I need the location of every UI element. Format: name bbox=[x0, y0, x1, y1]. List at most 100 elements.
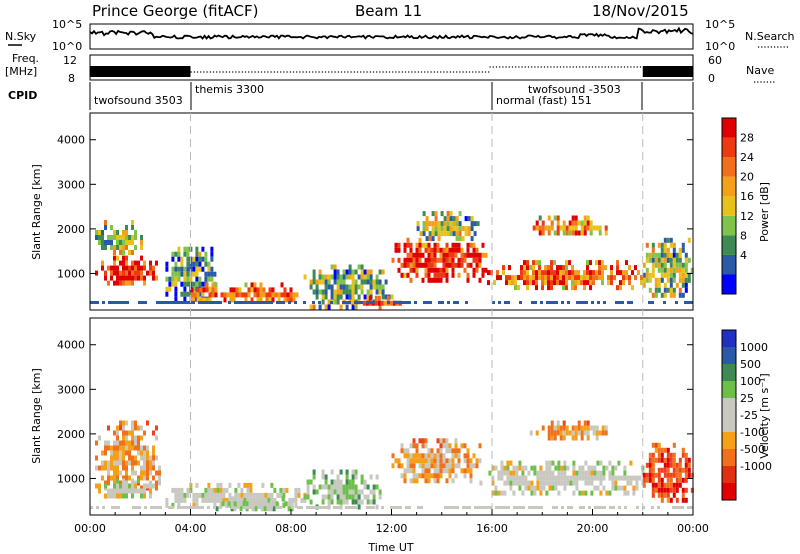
data-cell-power-ground bbox=[348, 301, 351, 304]
data-cell-power-2 bbox=[195, 246, 199, 252]
data-cell-power-7 bbox=[455, 221, 459, 227]
data-cell-power-8 bbox=[595, 275, 598, 281]
data-cell-power-8 bbox=[562, 275, 565, 281]
data-cell-power-2 bbox=[195, 281, 199, 287]
data-cell-power-2 bbox=[204, 251, 208, 257]
data-cell-power-4 bbox=[354, 304, 358, 310]
data-cell-power-7 bbox=[440, 226, 444, 232]
data-cell-power-4 bbox=[354, 289, 358, 295]
data-cell-velocity-4 bbox=[318, 484, 322, 490]
data-cell-velocity-0 bbox=[107, 475, 110, 481]
data-cell-power-10 bbox=[681, 292, 685, 298]
data-cell-power-3 bbox=[214, 292, 218, 298]
data-cell-velocity-8 bbox=[660, 452, 664, 458]
data-cell-power-ground bbox=[201, 301, 204, 304]
data-cell-power-6 bbox=[475, 262, 479, 268]
data-cell-velocity-4 bbox=[336, 489, 340, 495]
data-cell-velocity-5 bbox=[439, 473, 443, 479]
data-cell-velocity-4 bbox=[345, 499, 349, 505]
data-cell-power-1 bbox=[116, 235, 119, 240]
data-cell-velocity-8 bbox=[684, 452, 688, 458]
data-cell-power-0 bbox=[110, 270, 113, 276]
data-cell-velocity-0 bbox=[152, 460, 155, 466]
power-colorbar-tick-4: 12 bbox=[740, 210, 754, 223]
data-cell-power-2 bbox=[201, 266, 205, 272]
data-cell-power-9 bbox=[547, 215, 551, 221]
data-cell-power-8 bbox=[541, 285, 544, 291]
data-cell-velocity-6 bbox=[521, 465, 525, 471]
data-cell-velocity-4 bbox=[333, 489, 337, 495]
data-cell-velocity-5 bbox=[430, 473, 434, 479]
data-cell-power-1 bbox=[116, 245, 119, 250]
data-cell-power-7 bbox=[446, 211, 450, 217]
data-cell-power-8 bbox=[550, 265, 553, 271]
data-cell-velocity-5 bbox=[466, 453, 470, 459]
data-cell-velocity-5 bbox=[427, 468, 431, 474]
data-cell-power-0 bbox=[149, 265, 152, 271]
data-cell-power-7 bbox=[467, 216, 471, 222]
data-cell-velocity-6 bbox=[542, 480, 546, 486]
data-cell-power-6 bbox=[418, 242, 422, 248]
y-tick-label-power-0: 1000 bbox=[57, 267, 85, 280]
data-cell-velocity-0 bbox=[110, 460, 113, 466]
data-cell-power-ground bbox=[408, 301, 411, 304]
data-cell-power-6 bbox=[472, 242, 476, 248]
data-cell-power-4 bbox=[333, 279, 337, 285]
data-cell-velocity-0 bbox=[143, 430, 146, 436]
data-cell-power-2 bbox=[183, 246, 187, 252]
data-cell-power-6 bbox=[403, 247, 407, 253]
data-cell-power-ground bbox=[159, 301, 162, 304]
data-cell-velocity-5 bbox=[436, 438, 440, 444]
data-cell-velocity-3 bbox=[260, 506, 264, 512]
data-cell-power-4 bbox=[348, 269, 352, 275]
data-cell-velocity-0 bbox=[119, 420, 122, 426]
data-cell-velocity-1 bbox=[131, 483, 134, 489]
data-cell-power-8 bbox=[598, 275, 601, 281]
data-cell-power-8 bbox=[583, 285, 586, 291]
data-cell-power-4 bbox=[324, 274, 328, 280]
data-cell-velocity-7 bbox=[571, 435, 575, 441]
data-cell-power-9 bbox=[598, 225, 602, 231]
data-cell-power-6 bbox=[454, 262, 458, 268]
data-cell-velocity-8 bbox=[669, 462, 673, 468]
data-cell-power-3 bbox=[262, 287, 266, 293]
data-cell-velocity-2 bbox=[294, 497, 298, 503]
data-cell-velocity-0 bbox=[155, 485, 158, 491]
data-cell-velocity-6 bbox=[617, 485, 621, 491]
data-cell-velocity-6 bbox=[533, 470, 537, 476]
data-cell-power-9 bbox=[583, 230, 587, 236]
data-cell-velocity-8 bbox=[642, 472, 646, 478]
data-cell-velocity-7 bbox=[559, 430, 563, 436]
data-cell-velocity-4 bbox=[321, 484, 325, 490]
data-cell-power-10 bbox=[687, 277, 691, 283]
data-cell-velocity-0 bbox=[116, 445, 119, 451]
data-cell-power-3 bbox=[286, 292, 290, 298]
data-cell-power-2 bbox=[180, 271, 184, 277]
data-cell-power-9 bbox=[550, 225, 554, 231]
data-cell-power-2 bbox=[171, 251, 175, 257]
data-cell-power-7 bbox=[458, 226, 462, 232]
data-cell-velocity-2 bbox=[282, 502, 286, 508]
data-cell-power-4 bbox=[318, 304, 322, 310]
data-cell-power-ground bbox=[426, 301, 429, 304]
data-cell-velocity-0 bbox=[143, 455, 146, 461]
data-cell-power-10 bbox=[669, 257, 673, 263]
data-cell-velocity-ground bbox=[153, 506, 156, 509]
data-cell-velocity-5 bbox=[400, 463, 404, 469]
data-cell-velocity-5 bbox=[421, 463, 425, 469]
data-cell-velocity-6 bbox=[566, 480, 570, 486]
data-cell-power-9 bbox=[571, 220, 575, 226]
data-cell-power-6 bbox=[469, 242, 473, 248]
data-cell-power-6 bbox=[424, 247, 428, 253]
data-cell-velocity-ground bbox=[417, 506, 420, 509]
data-cell-power-1 bbox=[131, 240, 134, 245]
data-cell-velocity-6 bbox=[557, 475, 561, 481]
data-cell-power-ground bbox=[387, 301, 390, 304]
data-cell-power-6 bbox=[442, 247, 446, 253]
data-cell-velocity-ground bbox=[552, 506, 555, 509]
data-cell-power-10 bbox=[681, 247, 685, 253]
data-cell-power-2 bbox=[168, 281, 172, 287]
data-cell-velocity-6 bbox=[602, 485, 606, 491]
data-cell-velocity-6 bbox=[581, 465, 585, 471]
data-cell-velocity-ground bbox=[180, 506, 183, 509]
